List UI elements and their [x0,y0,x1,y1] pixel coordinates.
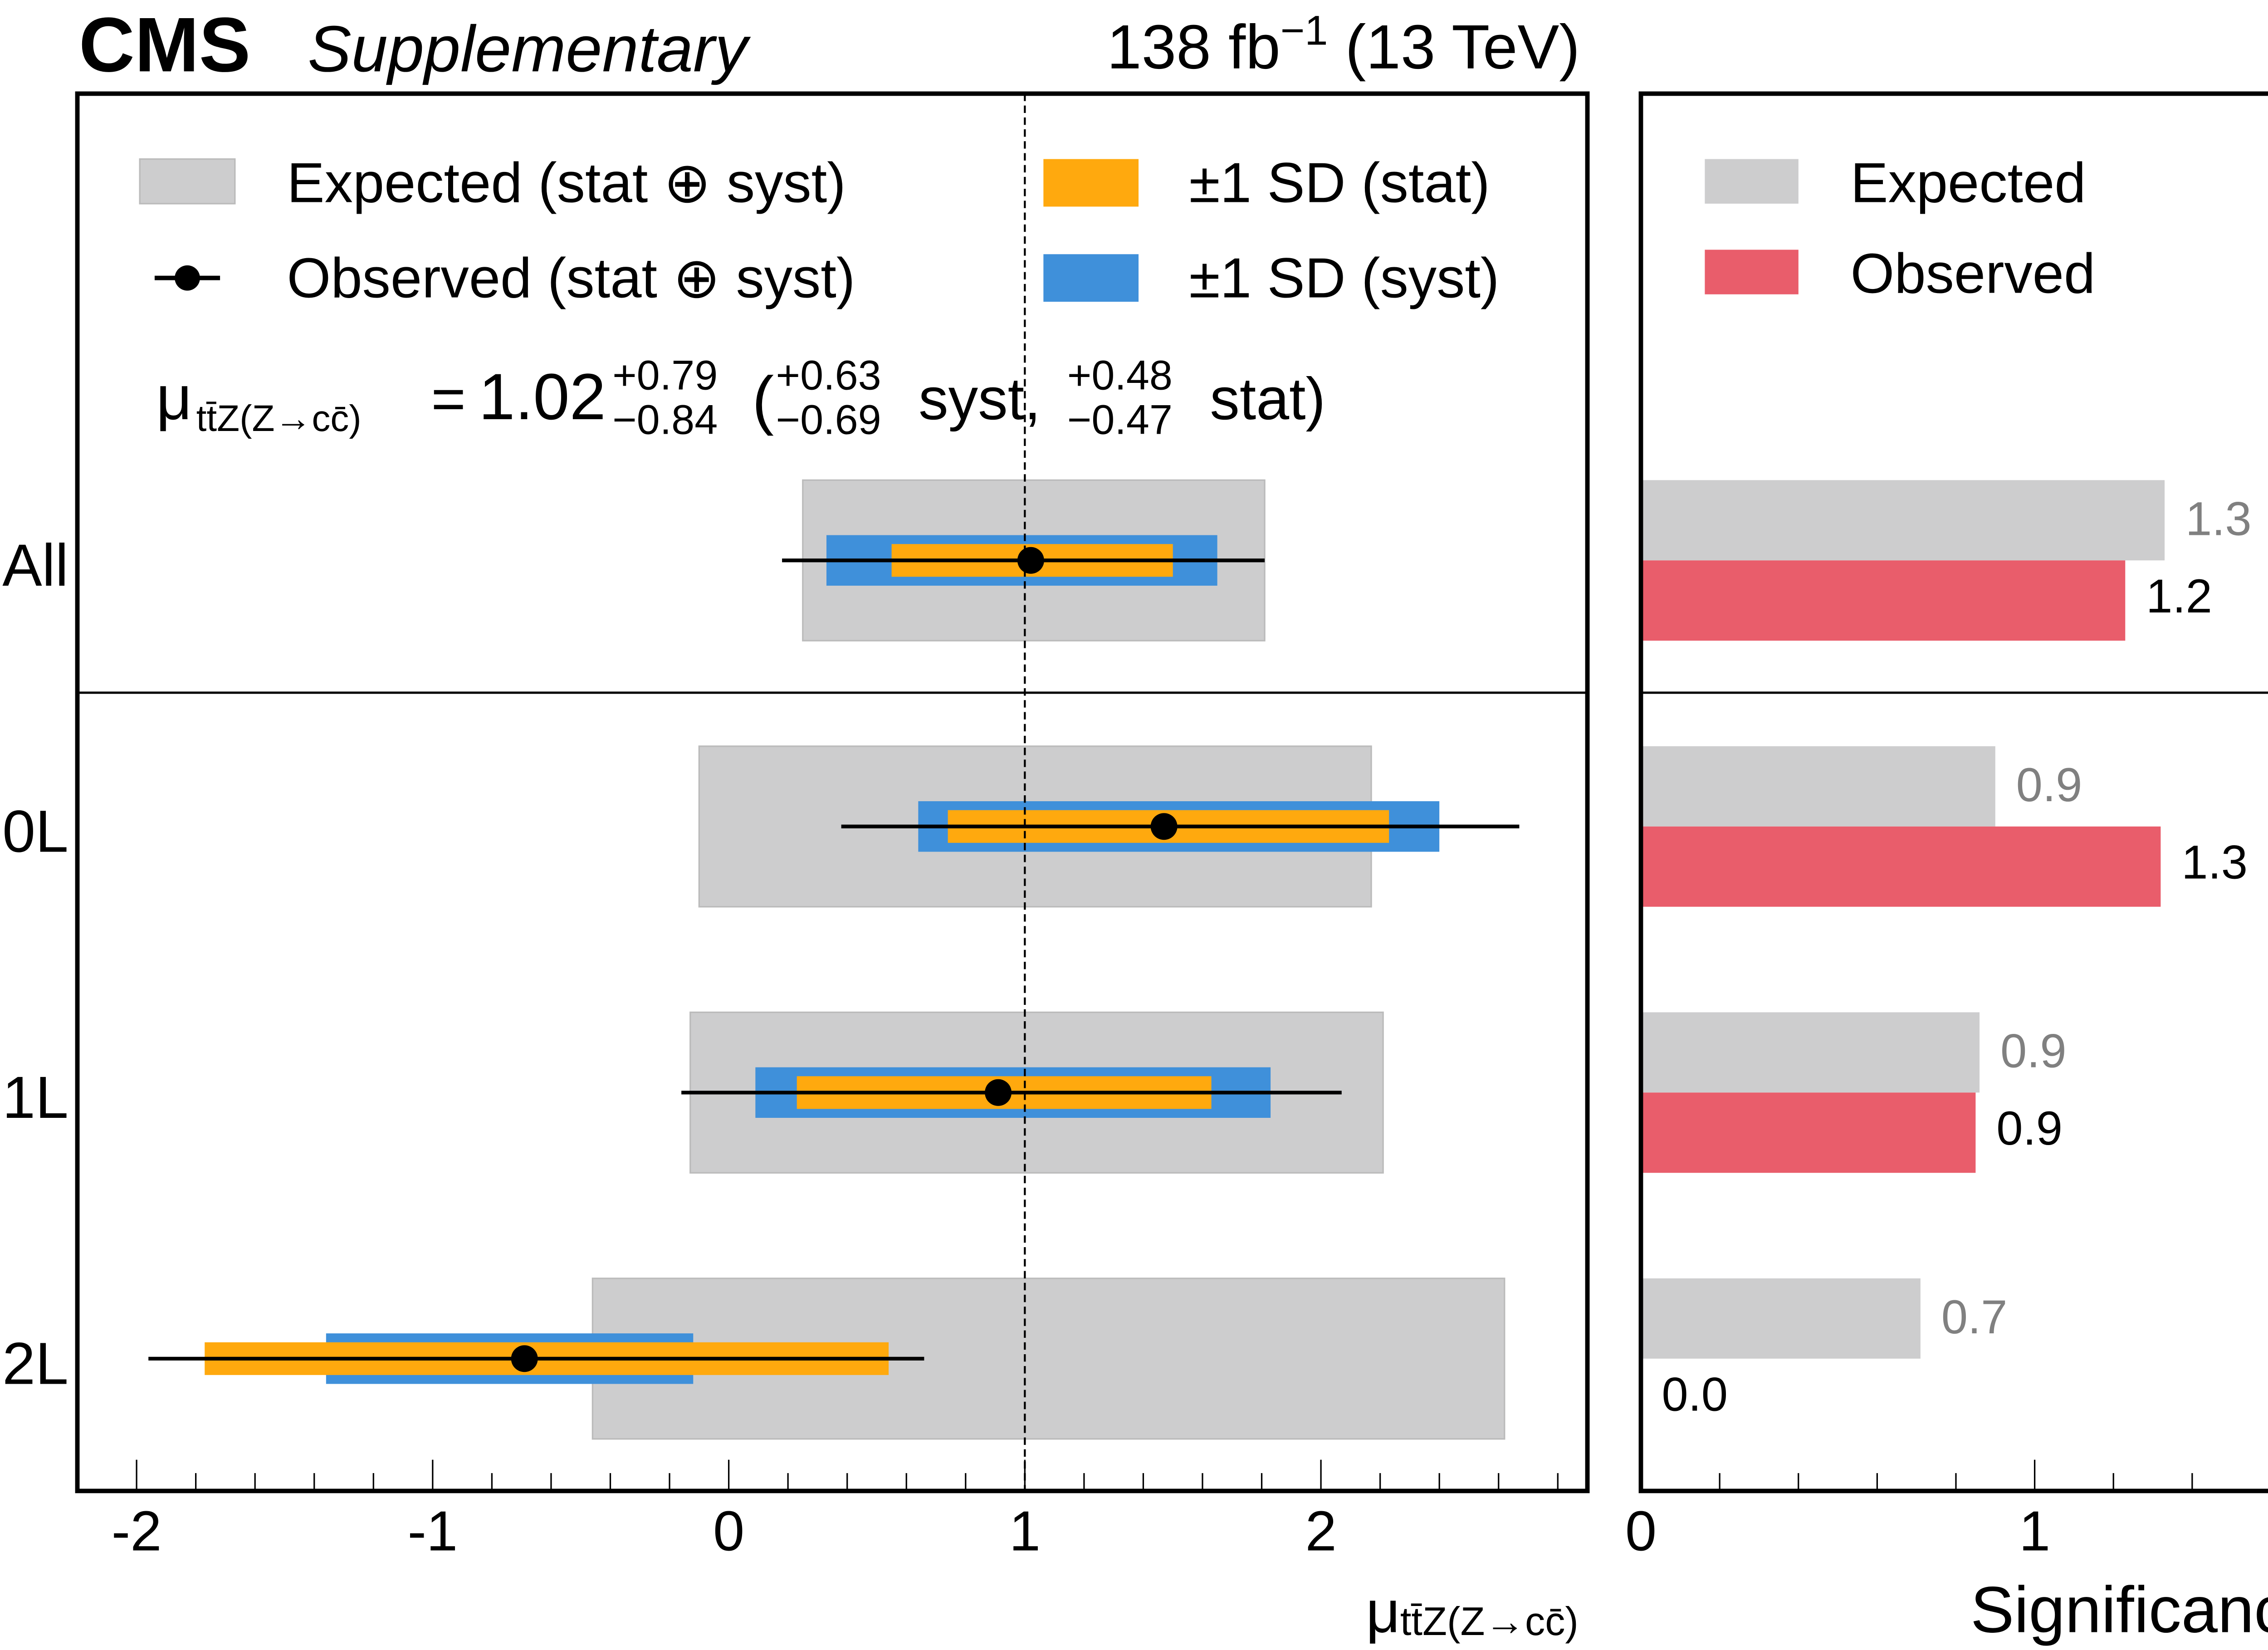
x-tick-label: -1 [407,1499,458,1562]
legend-expected-swatch [139,158,236,205]
x-axis-title-right: Significance [1970,1573,2268,1646]
category-label: 1L [2,1064,68,1131]
observed-significance-bar [1641,560,2126,641]
legend-syst-label: ±1 SD (syst) [1189,246,1499,309]
svg-text:1.02: 1.02 [479,360,606,433]
x-tick-label: 0 [713,1499,744,1562]
expected-significance-bar [1641,1012,1980,1093]
svg-text:+0.63: +0.63 [776,352,881,398]
svg-text:−0.47: −0.47 [1067,397,1173,443]
svg-text:(: ( [752,363,774,436]
observed-point [1017,547,1044,574]
significance-plot: 1.3 1.2 0.9 1.3 0.9 0.9 0.7 0.0 0 1 [1625,480,2252,1562]
observed-point [985,1079,1012,1106]
x-tick-label: 0 [1625,1499,1657,1562]
expected-value-label: 0.9 [2016,759,2082,812]
legend-stat-swatch [1043,159,1139,207]
svg-text:tt̄Z(Z→cc̄): tt̄Z(Z→cc̄) [196,398,362,439]
observed-value-label: 1.3 [2181,836,2248,889]
forest-plot: All 0L 1L 2L -2 -1 0 1 2 [2,93,1559,1562]
observed-value-label: 0.9 [1996,1102,2063,1155]
svg-text:+0.79: +0.79 [612,352,718,398]
observed-point [511,1345,538,1372]
observed-point [1150,813,1178,840]
x-tick-label: 1 [2019,1499,2050,1562]
svg-text:=: = [431,365,466,432]
svg-text:μ: μ [156,363,192,433]
legend-sig-observed-swatch [1705,250,1799,294]
svg-text:−0.69: −0.69 [776,397,881,443]
x-tick-label: -2 [112,1499,162,1562]
observed-value-label: 0.0 [1662,1368,1728,1421]
observed-significance-bar [1641,1092,1976,1173]
category-label: 0L [2,798,68,864]
expected-value-label: 0.7 [1941,1291,2008,1344]
expected-significance-bar [1641,1278,1921,1359]
expected-value-label: 1.3 [2185,493,2252,546]
x-tick-label: 1 [1009,1499,1041,1562]
cms-logo-text: CMS [79,2,251,88]
category-label: All [2,532,68,598]
right-frame [1638,91,2268,1493]
observed-significance-bar [1641,826,2161,907]
legend-syst-swatch [1043,254,1139,302]
expected-significance-bar [1641,480,2165,561]
legend-expected-label: Expected (stat ⊕ syst) [287,152,846,215]
supplementary-label: Supplementary [308,12,751,85]
legend-observed-label: Observed (stat ⊕ syst) [287,246,855,309]
observed-value-label: 1.2 [2146,570,2212,623]
svg-text:syst,: syst, [919,365,1041,432]
legend-sig-expected-swatch [1705,159,1799,204]
category-label: 2L [2,1330,68,1396]
svg-text:stat): stat) [1210,365,1325,432]
svg-text:+0.48: +0.48 [1067,352,1173,398]
result-formula: μ tt̄Z(Z→cc̄) = 1.02 +0.79 −0.84 ( +0.63… [156,352,1325,443]
legend-sig-observed-label: Observed [1851,242,2096,305]
legend-observed-marker [175,265,200,291]
x-axis-title-left: μtt̄Z(Z→cc̄) [1366,1578,1579,1645]
legend-sig-expected-label: Expected [1851,152,2086,215]
lumi-label: 138 fb−1 (13 TeV) [1107,7,1580,82]
legend-stat-label: ±1 SD (stat) [1189,152,1490,215]
left-frame [75,91,1590,1493]
expected-significance-bar [1641,746,1995,827]
expected-value-label: 0.9 [2000,1025,2067,1078]
svg-text:−0.84: −0.84 [612,397,718,443]
x-tick-label: 2 [1305,1499,1336,1562]
